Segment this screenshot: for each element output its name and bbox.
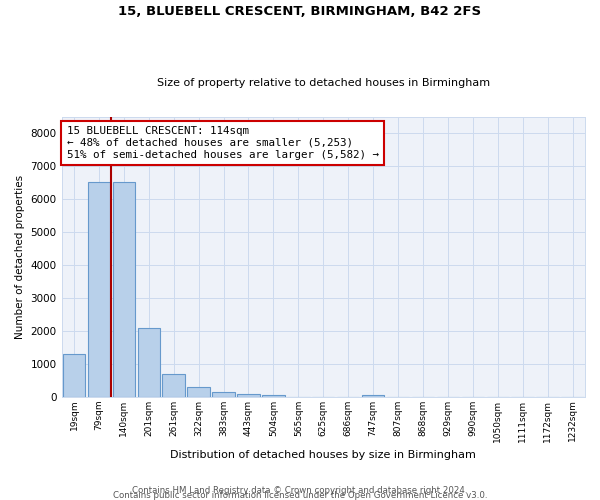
Bar [163, 374, 185, 397]
Bar [137, 328, 160, 397]
Title: Size of property relative to detached houses in Birmingham: Size of property relative to detached ho… [157, 78, 490, 88]
X-axis label: Distribution of detached houses by size in Birmingham: Distribution of detached houses by size … [170, 450, 476, 460]
Bar [362, 395, 385, 397]
Text: 15, BLUEBELL CRESCENT, BIRMINGHAM, B42 2FS: 15, BLUEBELL CRESCENT, BIRMINGHAM, B42 2… [118, 5, 482, 18]
Bar [63, 354, 85, 397]
Text: Contains HM Land Registry data © Crown copyright and database right 2024.: Contains HM Land Registry data © Crown c… [132, 486, 468, 495]
Text: Contains public sector information licensed under the Open Government Licence v3: Contains public sector information licen… [113, 491, 487, 500]
Bar [187, 387, 210, 397]
Y-axis label: Number of detached properties: Number of detached properties [15, 174, 25, 338]
Bar [212, 392, 235, 397]
Bar [237, 394, 260, 397]
Bar [88, 182, 110, 397]
Bar [262, 395, 284, 397]
Text: 15 BLUEBELL CRESCENT: 114sqm
← 48% of detached houses are smaller (5,253)
51% of: 15 BLUEBELL CRESCENT: 114sqm ← 48% of de… [67, 126, 379, 160]
Bar [113, 182, 135, 397]
